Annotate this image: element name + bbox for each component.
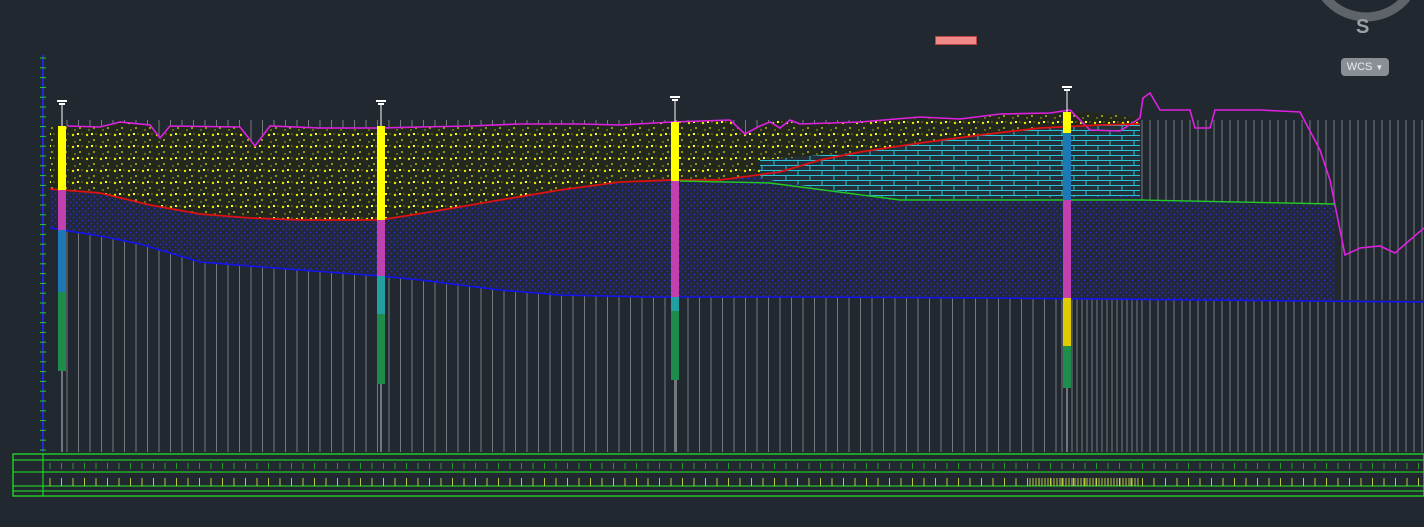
borehole-segment [377, 314, 385, 384]
borehole-segment [1063, 346, 1071, 388]
borehole-4[interactable] [1062, 86, 1072, 452]
borehole-segment [671, 297, 679, 311]
borehole-segment [377, 126, 385, 220]
ucs-menu-button[interactable]: WCS ▼ [1341, 58, 1389, 76]
viewcube-compass-ring[interactable] [1306, 0, 1424, 35]
terrain-profile-line [66, 91, 1424, 257]
chevron-down-icon: ▼ [1375, 62, 1384, 72]
borehole-cap-icon [378, 103, 384, 105]
borehole-cap-icon [376, 100, 386, 102]
brick-layer [760, 124, 1140, 200]
borehole-segment [1063, 133, 1071, 200]
borehole-segment [671, 181, 679, 297]
borehole-segment [377, 220, 385, 276]
borehole-segment [377, 276, 385, 314]
boundary-line-green [679, 180, 1336, 205]
borehole-cap-icon [57, 100, 67, 102]
station-data-table [12, 453, 1424, 497]
viewcube-south-label[interactable]: S [1356, 16, 1370, 38]
borehole-2[interactable] [376, 100, 386, 452]
boundary-line-red [49, 123, 1141, 221]
borehole-segment [58, 292, 66, 371]
borehole-segment [1063, 112, 1071, 133]
borehole-cap-icon [59, 103, 65, 105]
borehole-cap-icon [670, 96, 680, 98]
borehole-segment [671, 122, 679, 181]
borehole-segment [1063, 298, 1071, 346]
selection-marker[interactable] [935, 36, 977, 45]
boundary-line-blue [49, 227, 1424, 303]
borehole-segment [671, 311, 679, 380]
borehole-3[interactable] [670, 96, 680, 452]
borehole-1[interactable] [57, 100, 67, 452]
borehole-cap-icon [1064, 89, 1070, 91]
fill-layer [50, 112, 1140, 220]
borehole-segment [58, 230, 66, 292]
borehole-segment [58, 190, 66, 230]
borehole-segment [1063, 200, 1071, 298]
borehole-cap-icon [1062, 86, 1072, 88]
ucs-label: WCS [1346, 61, 1373, 73]
borehole-cap-icon [672, 99, 678, 101]
borehole-segment [58, 126, 66, 190]
vertical-scale-ticks [40, 57, 46, 451]
